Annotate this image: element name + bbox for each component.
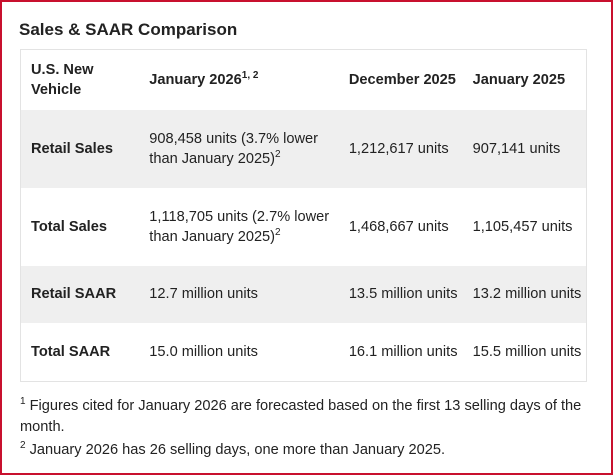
- footnote-1: 1 Figures cited for January 2026 are for…: [20, 396, 600, 438]
- sales-saar-table: U.S. New Vehicle January 20261, 2 Decemb…: [20, 49, 587, 382]
- footnote-ref: 2: [275, 227, 281, 239]
- header-january-2025: January 2025: [472, 71, 566, 88]
- footnote-ref: 2: [275, 149, 281, 161]
- table-row: Retail SAAR 12.7 million units 13.5 mill…: [20, 266, 587, 323]
- section-title: Sales & SAAR Comparison: [19, 20, 238, 39]
- cell-total-saar-jan2025: 15.5 million units: [472, 343, 582, 360]
- footnote-marker: 2: [20, 440, 26, 452]
- table-row: Retail Sales 908,458 units (3.7% lower t…: [20, 110, 587, 188]
- cell-value: 908,458 units (3.7% lower than January 2…: [149, 130, 319, 168]
- row-label-retail-sales: Retail Sales: [20, 110, 140, 188]
- header-january-2026-label: January 2026: [149, 71, 242, 88]
- cell-retail-sales-jan2026: 908,458 units (3.7% lower than January 2…: [139, 110, 339, 188]
- cell-total-sales-jan2025: 1,105,457 units: [472, 218, 573, 235]
- cell-total-saar-dec2025: 16.1 million units: [348, 343, 458, 360]
- cell-total-sales-jan2026: 1,118,705 units (2.7% lower than January…: [139, 188, 339, 266]
- cell-retail-saar-jan2026: 12.7 million units: [139, 266, 339, 323]
- table-header-row: U.S. New Vehicle January 20261, 2 Decemb…: [21, 50, 587, 111]
- row-label-total-saar: Total SAAR: [31, 343, 111, 360]
- footnote-marker: 1: [20, 396, 26, 408]
- cell-total-sales-dec2025: 1,468,667 units: [348, 218, 449, 235]
- cell-total-saar-jan2026: 15.0 million units: [149, 343, 258, 360]
- header-january-2026: January 20261, 2: [139, 50, 339, 111]
- header-us-new-vehicle: U.S. New Vehicle: [31, 61, 94, 99]
- table-row: Total SAAR 15.0 million units 16.1 milli…: [21, 323, 587, 382]
- footnote-2: 2 January 2026 has 26 selling days, one …: [20, 440, 600, 461]
- header-december-2025: December 2025: [348, 71, 456, 88]
- cell-retail-saar-dec2025: 13.5 million units: [338, 266, 463, 323]
- cell-value: 1,118,705 units (2.7% lower than January…: [149, 208, 330, 246]
- footnote-ref: 1, 2: [241, 69, 259, 81]
- footnote-text: January 2026 has 26 selling days, one mo…: [29, 442, 446, 458]
- row-label-retail-saar: Retail SAAR: [20, 266, 140, 323]
- cell-retail-saar-jan2025: 13.2 million units: [462, 266, 587, 323]
- footnotes: 1 Figures cited for January 2026 are for…: [20, 396, 600, 463]
- row-label-total-sales: Total Sales: [31, 218, 107, 235]
- cell-retail-sales-jan2025: 907,141 units: [462, 110, 587, 188]
- cell-retail-sales-dec2025: 1,212,617 units: [338, 110, 463, 188]
- table-row: Total Sales 1,118,705 units (2.7% lower …: [21, 188, 587, 266]
- footnote-text: Figures cited for January 2026 are forec…: [20, 398, 582, 435]
